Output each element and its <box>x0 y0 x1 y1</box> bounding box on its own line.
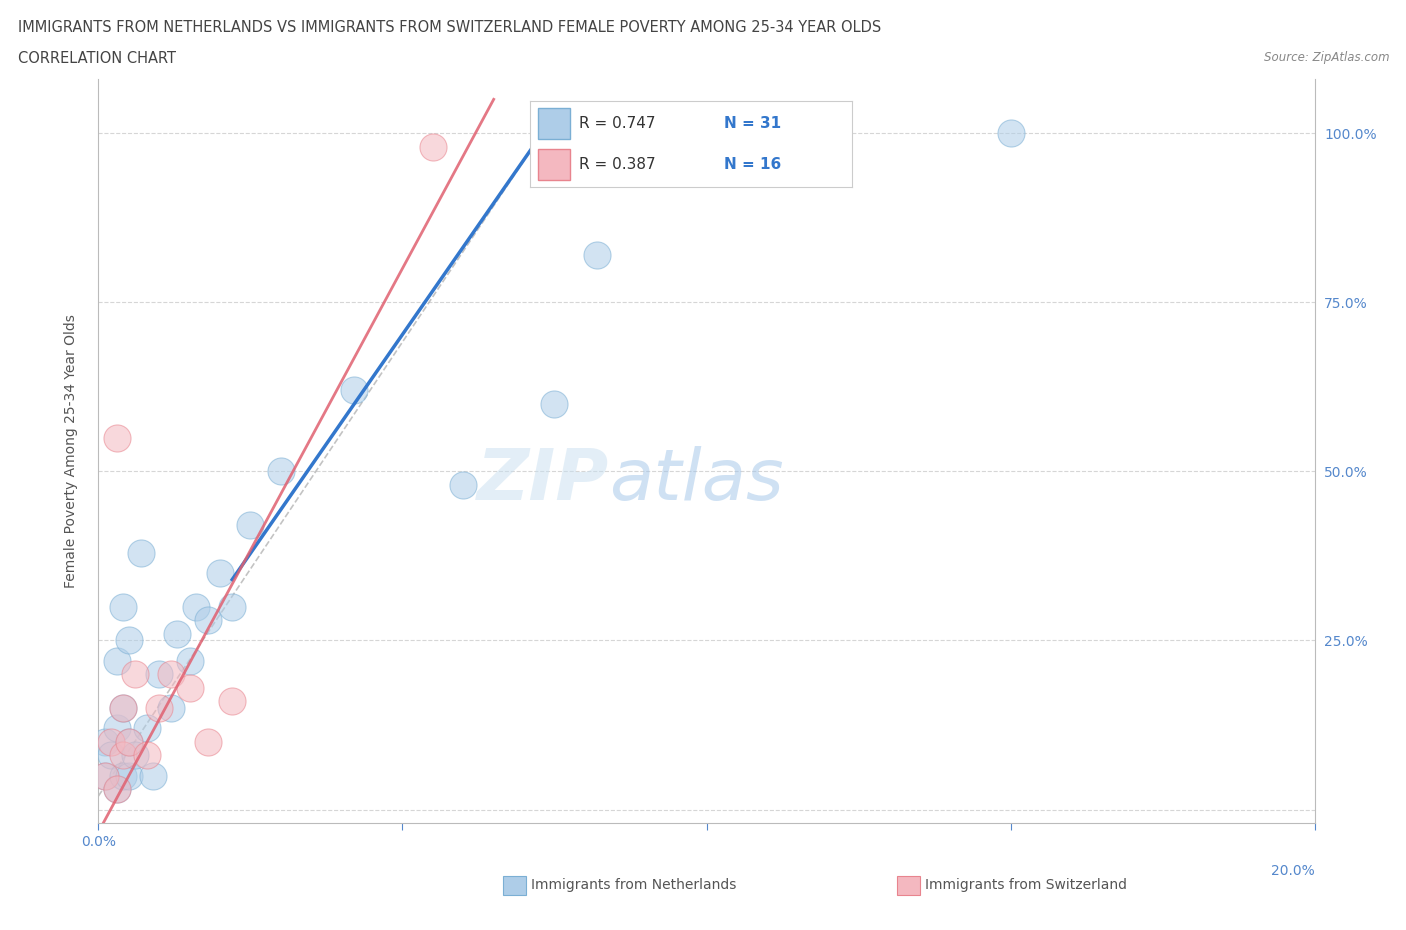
Point <box>100 735 122 750</box>
Point <box>136 721 159 736</box>
Point <box>453 477 475 492</box>
Y-axis label: Female Poverty Among 25-34 Year Olds: Female Poverty Among 25-34 Year Olds <box>63 314 77 588</box>
Point <box>111 700 134 715</box>
Point <box>105 653 128 668</box>
Text: atlas: atlas <box>609 446 783 515</box>
Point <box>105 721 128 736</box>
Point <box>209 565 232 580</box>
Point <box>160 667 183 682</box>
Point <box>270 464 292 479</box>
Point <box>111 748 134 763</box>
Point <box>184 599 207 614</box>
Point <box>105 430 128 445</box>
Text: CORRELATION CHART: CORRELATION CHART <box>18 51 176 66</box>
Point <box>118 768 141 783</box>
Point <box>197 613 219 628</box>
Point <box>105 782 128 797</box>
Point <box>111 700 134 715</box>
Text: IMMIGRANTS FROM NETHERLANDS VS IMMIGRANTS FROM SWITZERLAND FEMALE POVERTY AMONG : IMMIGRANTS FROM NETHERLANDS VS IMMIGRANT… <box>18 20 882 35</box>
Text: N = 16: N = 16 <box>724 157 780 172</box>
Point <box>1000 126 1022 140</box>
Point <box>665 140 688 154</box>
Point <box>129 545 152 560</box>
FancyBboxPatch shape <box>538 150 571 180</box>
Point <box>179 681 201 696</box>
Point <box>124 667 146 682</box>
Text: 20.0%: 20.0% <box>1271 864 1315 878</box>
Point <box>124 748 146 763</box>
Point <box>148 667 170 682</box>
Point <box>142 768 165 783</box>
Text: Source: ZipAtlas.com: Source: ZipAtlas.com <box>1264 51 1389 64</box>
Point <box>197 735 219 750</box>
Point <box>93 735 115 750</box>
Point <box>586 247 609 262</box>
Point <box>111 599 134 614</box>
FancyBboxPatch shape <box>538 108 571 139</box>
Point <box>221 599 243 614</box>
Point <box>221 694 243 709</box>
Point <box>343 383 366 398</box>
Point <box>118 633 141 648</box>
Point <box>105 782 128 797</box>
Point <box>118 735 141 750</box>
Text: ZIP: ZIP <box>477 446 609 515</box>
Point <box>118 735 141 750</box>
Point <box>239 518 262 533</box>
Point <box>93 768 115 783</box>
Point <box>422 140 444 154</box>
Text: Immigrants from Switzerland: Immigrants from Switzerland <box>925 878 1128 893</box>
Point <box>160 700 183 715</box>
Point <box>93 768 115 783</box>
Text: Immigrants from Netherlands: Immigrants from Netherlands <box>531 878 737 893</box>
Point <box>166 626 188 641</box>
Text: R = 0.747: R = 0.747 <box>578 116 655 131</box>
Point <box>136 748 159 763</box>
Point <box>148 700 170 715</box>
Text: N = 31: N = 31 <box>724 116 780 131</box>
Point <box>100 748 122 763</box>
Point <box>179 653 201 668</box>
Point <box>543 396 565 411</box>
Point <box>111 768 134 783</box>
Text: R = 0.387: R = 0.387 <box>578 157 655 172</box>
